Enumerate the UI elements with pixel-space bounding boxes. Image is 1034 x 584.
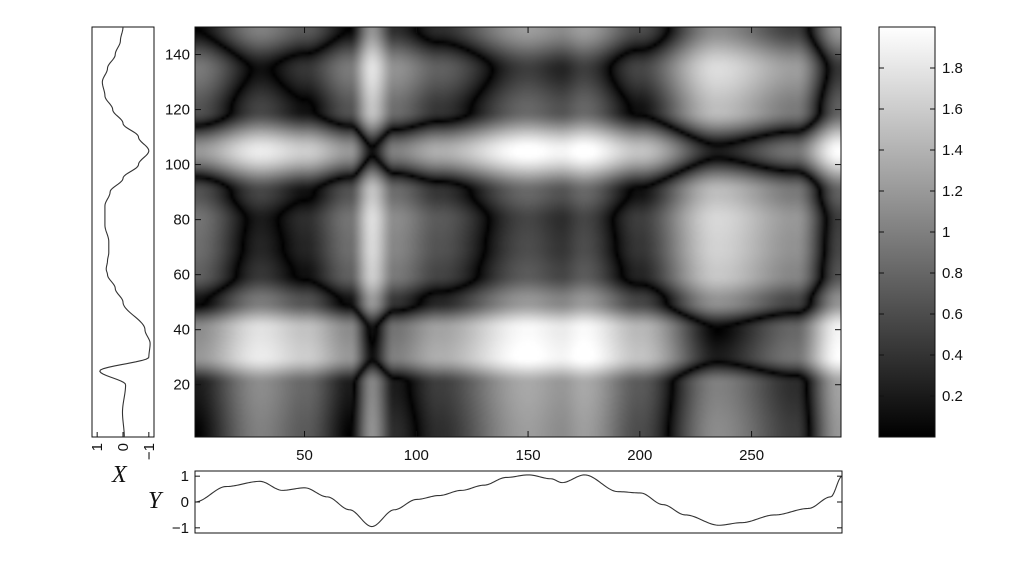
x-signal-panel: 1 0 −1 X: [89, 26, 158, 488]
colorbar-tick-label: 0.4: [942, 347, 963, 364]
x-signal-tick-label: 0: [115, 443, 132, 451]
y-signal-frame: [194, 470, 843, 534]
colorbar-tick-label: 1.8: [942, 60, 963, 77]
colorbar-tick-label: 1.4: [942, 142, 963, 159]
heatmap-x-ticks: 50 100 150 200 250: [296, 27, 764, 464]
x-signal-frame: [91, 26, 155, 438]
colorbar-ticks: 0.2 0.4 0.6 0.8 1 1.2 1.4 1.6 1.8: [879, 60, 963, 405]
colorbar-tick-label: 0.6: [942, 306, 963, 323]
heatmap-y-tick-label: 60: [173, 267, 190, 284]
y-signal-ticks: 1 0 −1: [172, 468, 842, 537]
heatmap-image: [195, 27, 841, 437]
heatmap-y-tick-label: 80: [173, 212, 190, 229]
y-signal-tick-label: −1: [172, 520, 189, 537]
heatmap-x-tick-label: 50: [296, 447, 313, 464]
colorbar-tick-label: 1.2: [942, 183, 963, 200]
x-signal-tick-label: 1: [89, 443, 106, 451]
y-signal-panel: 1 0 −1 Y: [148, 468, 843, 537]
colorbar-panel: 0.2 0.4 0.6 0.8 1 1.2 1.4 1.6 1.8: [878, 26, 963, 438]
colorbar-tick-label: 1.6: [942, 101, 963, 118]
y-signal-label: Y: [148, 488, 164, 514]
heatmap-x-tick-label: 150: [516, 447, 541, 464]
heatmap-frame: [194, 26, 842, 438]
heatmap-x-tick-label: 200: [627, 447, 652, 464]
y-signal-line: [194, 474, 843, 528]
colorbar-tick-label: 1: [942, 224, 950, 241]
heatmap-panel: 50 100 150 200 250 20 40 60 80 100 120 140: [165, 26, 842, 464]
colorbar-gradient: [879, 27, 935, 437]
heatmap-x-tick-label: 100: [404, 447, 429, 464]
colorbar-tick-label: 0.2: [942, 388, 963, 405]
x-signal-line: [99, 26, 151, 438]
colorbar-tick-label: 0.8: [942, 265, 963, 282]
x-signal-label: X: [111, 462, 128, 488]
heatmap-x-tick-label: 250: [739, 447, 764, 464]
x-signal-tick-label: −1: [141, 443, 158, 460]
heatmap-y-tick-label: 100: [165, 157, 190, 174]
y-signal-tick-label: 0: [181, 494, 189, 511]
heatmap-y-tick-label: 140: [165, 47, 190, 64]
heatmap-y-ticks: 20 40 60 80 100 120 140: [165, 47, 841, 394]
x-signal-ticks: 1 0 −1: [89, 432, 158, 460]
y-signal-tick-label: 1: [181, 468, 189, 485]
heatmap-y-tick-label: 40: [173, 322, 190, 339]
heatmap-y-tick-label: 120: [165, 102, 190, 119]
heatmap-y-tick-label: 20: [173, 377, 190, 394]
